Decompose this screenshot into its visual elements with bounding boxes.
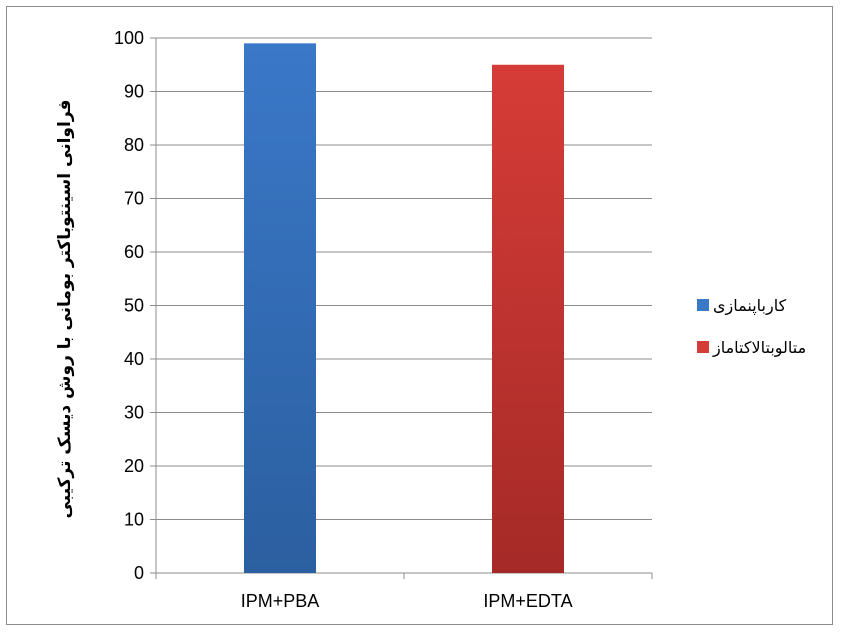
y-tick-label: 80	[124, 135, 144, 155]
legend-swatch-red	[697, 341, 709, 353]
y-tick-label: 100	[114, 28, 144, 48]
bar-ipm-pba	[244, 43, 316, 574]
legend-item-carbapenemase: کارباپنمازی	[697, 295, 806, 315]
x-tick-label: IPM+PBA	[241, 591, 320, 611]
chart-plot: 0 10 20 30 40 50 60 70 80 90 100 IPM+PBA IPM+EDTA	[114, 28, 653, 611]
y-tick-label: 90	[124, 82, 144, 102]
legend-label: کارباپنمازی	[713, 295, 787, 315]
y-tick-label: 10	[124, 510, 144, 530]
legend-item-metallo-beta-lactamase: متالوبتالاکتاماز	[697, 337, 806, 357]
y-tick-label: 30	[124, 403, 144, 423]
legend-swatch-blue	[697, 299, 709, 311]
bar-ipm-edta	[492, 64, 564, 573]
x-tick-label: IPM+EDTA	[483, 591, 572, 611]
y-axis-label: فراوانی اسینتوباکتر بومانی با روش دیسک ت…	[55, 99, 75, 519]
y-tick-label: 40	[124, 349, 144, 369]
y-tick-label: 20	[124, 456, 144, 476]
y-tick-label: 60	[124, 242, 144, 262]
y-tick-label: 0	[134, 563, 144, 583]
chart-area: 0 10 20 30 40 50 60 70 80 90 100 IPM+PBA IPM+EDTA فر…	[6, 6, 833, 625]
legend: کارباپنمازی متالوبتالاکتاماز	[697, 295, 806, 379]
y-tick-label: 70	[124, 189, 144, 209]
legend-label: متالوبتالاکتاماز	[713, 337, 807, 357]
y-tick-label: 50	[124, 296, 144, 316]
